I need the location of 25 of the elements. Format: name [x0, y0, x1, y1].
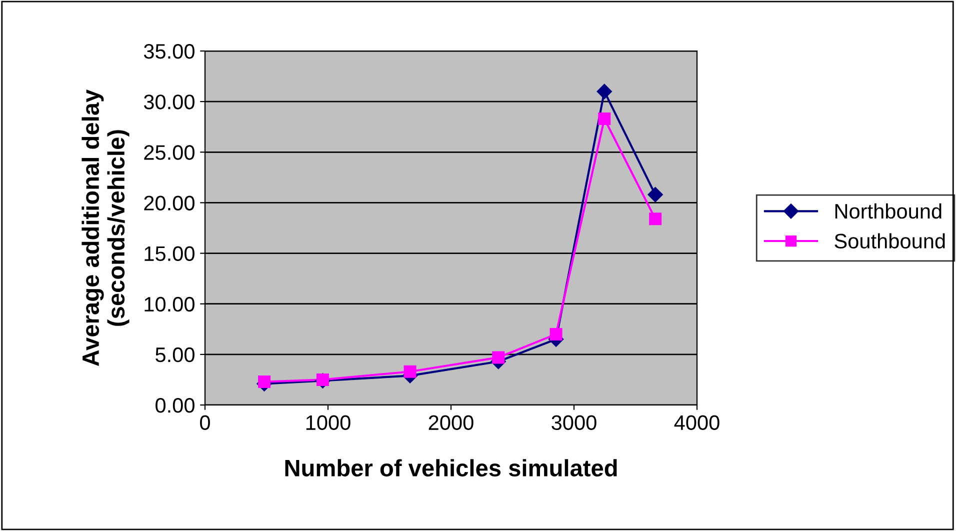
point — [258, 375, 271, 388]
y-tick-label: 10.00 — [144, 296, 194, 312]
y-tick-label: 25.00 — [144, 145, 194, 160]
legend-label: Southbound — [834, 233, 945, 249]
y-tick-label: 0.00 — [156, 398, 194, 413]
y-tick-label: 35.00 — [144, 44, 194, 59]
point — [550, 328, 562, 340]
y-axis-title: Average additional delay (seconds/vehicle) — [82, 89, 130, 366]
x-tick-label: 3000 — [552, 415, 596, 430]
y-tick-label: 5.00 — [156, 347, 194, 362]
y-tick-label: 15.00 — [144, 246, 194, 262]
point — [492, 351, 505, 364]
point — [404, 365, 416, 378]
x-axis-title: Number of vehicles simulated — [285, 459, 617, 476]
x-tick-label: 2000 — [428, 415, 474, 430]
legend-label: Northbound — [835, 203, 942, 219]
point — [598, 112, 611, 126]
y-tick-label: 20.00 — [144, 196, 194, 210]
x-tick-label: 4000 — [674, 415, 720, 430]
point — [648, 187, 663, 202]
point — [649, 212, 662, 226]
x-tick-label: 0 — [200, 415, 210, 430]
x-tick-label: 1000 — [306, 415, 350, 430]
y-tick-label: 30.00 — [144, 94, 194, 110]
point — [596, 84, 612, 100]
